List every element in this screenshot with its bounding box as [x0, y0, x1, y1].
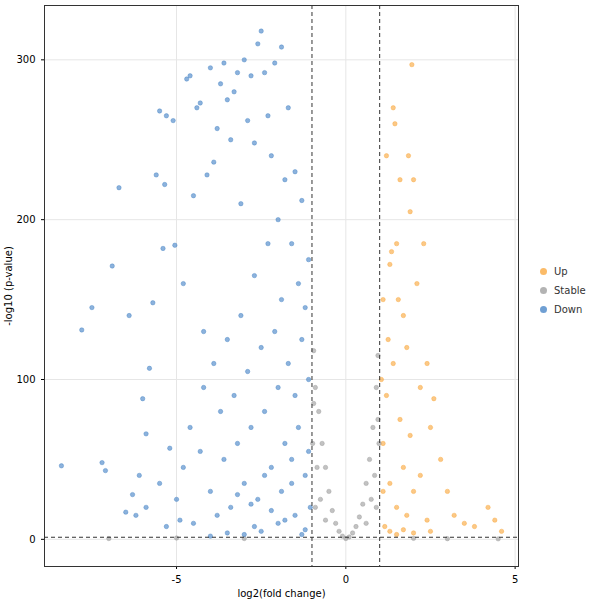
- svg-text:100: 100: [16, 374, 35, 385]
- html-text:Stable: Stable: [554, 285, 586, 296]
- svg-text:300: 300: [16, 54, 35, 65]
- svg-text:log2(fold change): log2(fold change): [237, 588, 325, 599]
- html-text:Down: Down: [554, 304, 583, 315]
- html-text:Up: Up: [554, 266, 568, 277]
- svg-text:0: 0: [343, 574, 349, 585]
- svg-text:0: 0: [29, 534, 35, 545]
- svg-text:-log10 (p-value): -log10 (p-value): [3, 246, 14, 326]
- svg-text:5: 5: [512, 574, 518, 585]
- svg-text:200: 200: [16, 214, 35, 225]
- svg-text:-5: -5: [172, 574, 182, 585]
